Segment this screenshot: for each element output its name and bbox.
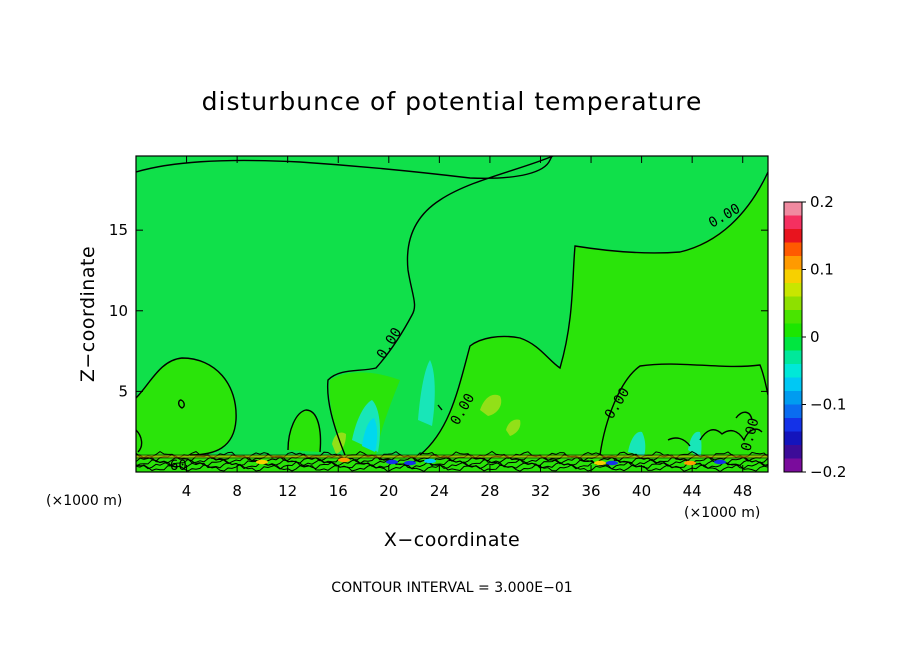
x-axis: 4 8 12 16 20 24 28 32 36 40 44 48 [182, 156, 752, 500]
colorbar-tick-label: −0.2 [810, 463, 846, 481]
surface-color-artifacts [256, 457, 726, 466]
x-tick-label: 24 [430, 482, 449, 500]
surface-anomaly [714, 459, 726, 465]
x-tick-label: 44 [683, 482, 702, 500]
surface-anomaly [256, 459, 268, 465]
contour-interval-note: CONTOUR INTERVAL = 3.000E−01 [331, 580, 572, 596]
y-tick-label: 10 [109, 302, 128, 320]
plot-area [136, 156, 768, 472]
patch-positive-31km [506, 419, 521, 436]
surface-contours [136, 450, 768, 472]
x-tick-label: 48 [733, 482, 752, 500]
x-tick-label: 36 [581, 482, 600, 500]
lobe-left [136, 358, 237, 455]
colorbar: 0.2 0.1 0 −0.1 −0.2 [783, 193, 846, 481]
surface-warm-band [136, 454, 768, 459]
colorbar-swatch [784, 350, 802, 365]
surface-anomaly [594, 460, 606, 466]
colorbar-swatch [784, 202, 802, 216]
colorbar-swatch [784, 337, 802, 351]
colorbar-swatch [784, 229, 802, 243]
colorbar-swatch [784, 364, 802, 378]
x-axis-label: X−coordinate [384, 529, 520, 551]
surface-anomaly [424, 458, 436, 464]
y-axis-label: Z−coordinate [77, 246, 99, 382]
colorbar-swatch [784, 283, 802, 297]
colorbar-swatch [784, 404, 802, 419]
surface-anomaly [404, 460, 416, 466]
y-axis: 5 10 15 [109, 221, 768, 400]
surface-anomaly [338, 457, 350, 463]
plume-cyan-40km [628, 431, 646, 456]
patch-positive-16km [332, 432, 346, 454]
colorbar-swatch [784, 418, 802, 432]
x-unit-left: (×1000 m) [46, 493, 122, 509]
patch-positive-29km [480, 394, 502, 416]
colorbar-swatch [784, 310, 802, 324]
colorbar-swatch [784, 323, 802, 338]
colorbar-swatch [784, 431, 802, 446]
y-tick-label: 5 [118, 382, 128, 400]
x-tick-label: 8 [232, 482, 242, 500]
colorbar-tick-label: −0.1 [810, 396, 846, 414]
plot-frame [135, 155, 769, 473]
colorbar-swatch [784, 445, 802, 459]
contour-lines [136, 156, 768, 456]
colorbar-swatch [784, 242, 802, 257]
surface-anomaly [684, 460, 696, 466]
colorbar-swatch [784, 391, 802, 405]
x-tick-label: 4 [182, 482, 192, 500]
x-tick-label: 12 [278, 482, 297, 500]
plume-cyan-44km [688, 431, 702, 458]
x-unit-right: (×1000 m) [684, 505, 760, 521]
x-tick-label: 20 [379, 482, 398, 500]
colorbar-swatch [784, 269, 802, 284]
colorbar-tick-label: 0.2 [810, 193, 834, 211]
plume-cyan-22km [418, 360, 435, 426]
x-tick-label: 32 [531, 482, 550, 500]
y-tick-label: 15 [109, 221, 128, 239]
x-tick-label: 28 [480, 482, 499, 500]
colorbar-swatch [784, 296, 802, 311]
chart-title: disturbunce of potential temperature [202, 87, 703, 116]
colorbar-swatch [784, 215, 802, 230]
contour-label-ground: 60 [170, 458, 187, 474]
x-tick-label: 16 [329, 482, 348, 500]
plume-cyan-core [362, 418, 378, 452]
colorbar-swatch [784, 256, 802, 270]
colorbar-tick-label: 0.1 [810, 261, 834, 279]
colorbar-tick-label: 0 [810, 328, 820, 346]
surface-anomaly [386, 459, 398, 465]
colorbar-swatch [784, 458, 802, 473]
colorbar-swatch [784, 377, 802, 392]
surface-anomaly [606, 460, 618, 466]
negative-region-upper [136, 156, 768, 455]
lobe-12km [288, 410, 321, 452]
x-tick-label: 40 [632, 482, 651, 500]
